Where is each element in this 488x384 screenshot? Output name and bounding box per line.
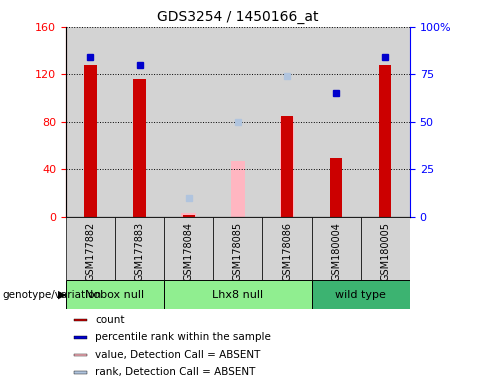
Bar <box>312 217 361 280</box>
Text: ▶: ▶ <box>58 290 66 300</box>
Bar <box>74 318 87 321</box>
Bar <box>330 157 343 217</box>
Bar <box>84 65 97 217</box>
Bar <box>312 280 410 309</box>
Text: GSM178085: GSM178085 <box>233 222 243 281</box>
Bar <box>74 354 87 356</box>
Bar <box>183 215 195 217</box>
Bar <box>263 27 312 217</box>
Bar <box>115 217 164 280</box>
Bar <box>230 161 245 217</box>
Text: GSM177883: GSM177883 <box>135 222 144 281</box>
Text: count: count <box>95 315 124 325</box>
Bar <box>66 27 115 217</box>
Bar <box>312 27 361 217</box>
Bar <box>74 371 87 374</box>
Bar <box>115 27 164 217</box>
Bar <box>133 79 146 217</box>
Bar <box>164 280 312 309</box>
Text: GSM180005: GSM180005 <box>380 222 390 281</box>
Bar <box>66 280 164 309</box>
Bar <box>213 27 263 217</box>
Bar <box>164 217 213 280</box>
Text: Lhx8 null: Lhx8 null <box>212 290 264 300</box>
Text: wild type: wild type <box>335 290 386 300</box>
Bar <box>280 117 294 217</box>
Bar <box>361 217 410 280</box>
Text: percentile rank within the sample: percentile rank within the sample <box>95 332 271 342</box>
Bar <box>66 217 115 280</box>
Bar <box>74 336 87 339</box>
Text: GSM178084: GSM178084 <box>184 222 194 281</box>
Text: GSM180004: GSM180004 <box>331 222 341 281</box>
Title: GDS3254 / 1450166_at: GDS3254 / 1450166_at <box>157 10 319 25</box>
Bar <box>281 116 293 217</box>
Text: genotype/variation: genotype/variation <box>2 290 102 300</box>
Text: Nobox null: Nobox null <box>85 290 144 300</box>
Text: GSM178086: GSM178086 <box>282 222 292 281</box>
Text: GSM177882: GSM177882 <box>85 222 96 281</box>
Bar <box>182 214 196 217</box>
Bar <box>164 27 213 217</box>
Text: rank, Detection Call = ABSENT: rank, Detection Call = ABSENT <box>95 367 255 377</box>
Bar <box>379 65 391 217</box>
Bar <box>263 217 312 280</box>
Text: value, Detection Call = ABSENT: value, Detection Call = ABSENT <box>95 350 260 360</box>
Bar <box>361 27 410 217</box>
Bar <box>213 217 263 280</box>
